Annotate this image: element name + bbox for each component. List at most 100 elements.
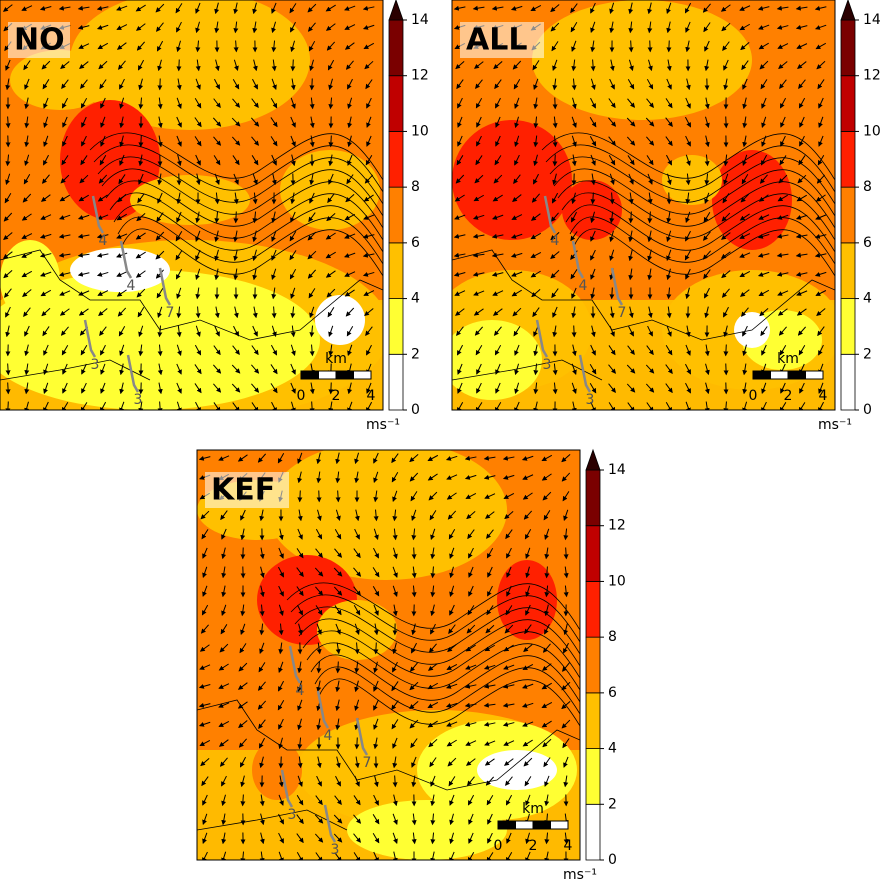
wind-arrow <box>777 43 789 49</box>
wind-arrow <box>453 233 466 239</box>
contour-label: 4 <box>127 278 136 294</box>
wind-arrow <box>195 268 201 281</box>
wind-arrow <box>100 135 106 147</box>
wind-arrow <box>666 173 672 186</box>
wind-arrow <box>117 193 127 203</box>
wind-arrow <box>202 566 208 578</box>
wind-arrow <box>571 154 577 167</box>
wind-arrow <box>289 231 297 242</box>
contour-line <box>298 618 580 667</box>
wind-arrow <box>309 401 315 410</box>
wind-arrow <box>3 212 13 222</box>
wind-arrow <box>202 851 208 860</box>
wind-arrow <box>201 604 209 616</box>
wind-arrow <box>5 154 11 167</box>
contour-line <box>549 156 835 205</box>
wind-arrow <box>43 97 49 109</box>
wind-arrow <box>80 155 88 166</box>
colorbar-tick-label: 6 <box>608 685 617 701</box>
wind-arrow <box>760 154 768 166</box>
wind-arrow <box>278 642 284 655</box>
wind-arrow <box>116 5 128 11</box>
wind-arrow <box>531 193 540 203</box>
wind-arrow <box>221 585 227 598</box>
colorbar-band <box>585 748 601 805</box>
wind-arrow <box>278 604 284 617</box>
wind-arrow <box>252 325 258 337</box>
wind-arrow <box>119 401 125 410</box>
wind-arrow <box>195 249 201 261</box>
wind-arrow <box>100 382 106 394</box>
wind-arrow <box>290 211 296 223</box>
wind-arrow <box>533 154 539 167</box>
wind-area <box>452 120 572 240</box>
wind-arrow <box>59 214 71 220</box>
wind-arrow <box>116 271 128 277</box>
wind-arrow <box>232 98 241 108</box>
wind-arrow <box>176 401 182 410</box>
wind-arrow <box>290 59 296 72</box>
wind-arrow <box>739 213 750 221</box>
wind-arrow <box>77 5 90 11</box>
wind-arrow <box>665 98 673 109</box>
wind-arrow <box>116 42 127 50</box>
wind-arrow <box>77 24 90 30</box>
wind-arrow <box>645 383 655 393</box>
wind-arrow <box>21 270 33 278</box>
wind-arrow <box>665 383 673 394</box>
wind-arrow <box>176 287 182 299</box>
wind-arrow <box>77 214 90 220</box>
wind-arrow <box>199 664 211 670</box>
colorbar-band <box>840 131 856 188</box>
wind-arrow <box>278 794 284 806</box>
wind-arrow <box>628 59 634 72</box>
wind-arrow <box>363 214 375 220</box>
wind-arrow <box>98 60 108 70</box>
wind-arrow <box>194 364 202 375</box>
wind-arrow <box>309 135 315 148</box>
wind-arrow <box>278 832 284 844</box>
wind-arrow <box>24 344 30 357</box>
contour-line <box>302 630 580 679</box>
wind-arrow <box>278 547 284 559</box>
wind-arrow <box>590 401 596 410</box>
wind-arrow <box>796 43 808 49</box>
wind-arrow <box>58 233 71 239</box>
wind-arrow <box>590 211 596 224</box>
wind-arrow <box>493 61 503 70</box>
wind-arrow <box>704 40 710 52</box>
wind-arrow <box>60 61 70 70</box>
wind-arrow <box>60 174 70 184</box>
wind-arrow <box>81 363 87 375</box>
wind-arrow <box>590 268 596 280</box>
wind-arrow <box>779 97 787 109</box>
wind-arrow <box>297 737 303 750</box>
wind-arrow <box>297 756 303 769</box>
wind-arrow <box>307 3 317 13</box>
wind-arrow <box>309 344 315 357</box>
wind-arrow <box>685 382 691 394</box>
wind-arrow <box>43 401 49 410</box>
wind-arrow <box>157 363 163 376</box>
wind-arrow <box>609 287 615 300</box>
wind-arrow <box>797 61 807 69</box>
wind-arrow <box>157 97 163 110</box>
wind-arrow <box>43 116 49 129</box>
wind-arrow <box>233 40 239 53</box>
wind-arrow <box>257 700 267 710</box>
wind-arrow <box>608 98 616 109</box>
wind-arrow <box>647 306 653 319</box>
wind-arrow <box>221 547 227 560</box>
wind-arrow <box>290 401 296 410</box>
wind-arrow <box>665 136 673 147</box>
wind-arrow <box>278 813 284 825</box>
wind-arrow <box>233 211 239 224</box>
wind-arrow <box>328 344 334 357</box>
wind-arrow <box>457 135 463 147</box>
scale-segment <box>318 370 337 380</box>
wind-arrow <box>135 251 146 259</box>
wind-arrow <box>646 78 654 90</box>
scale-tick-label: 0 <box>494 838 503 854</box>
wind-arrow <box>214 268 220 281</box>
wind-arrow <box>740 42 750 51</box>
